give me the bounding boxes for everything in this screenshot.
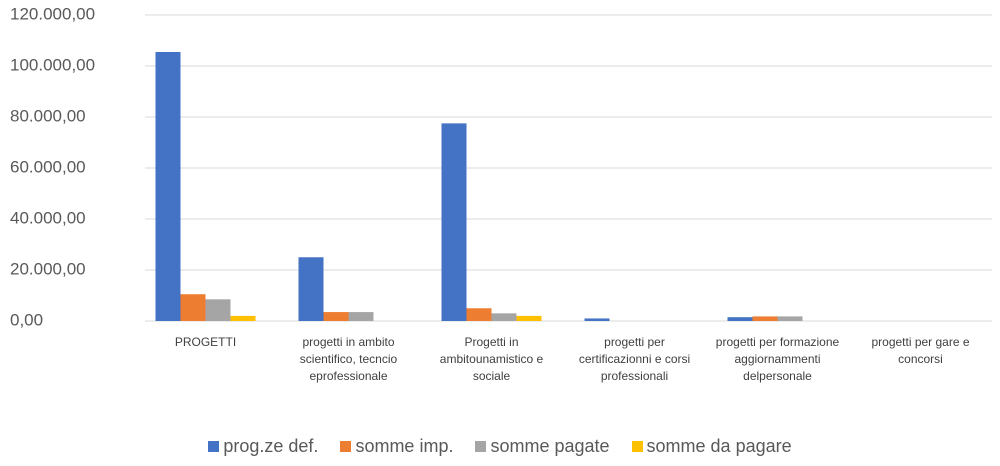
bar <box>155 51 181 321</box>
legend-label: somme da pagare <box>646 436 792 456</box>
bar <box>727 317 753 321</box>
bar <box>491 313 517 321</box>
bar <box>752 316 778 321</box>
y-tick-label: 100.000,00 <box>10 55 95 74</box>
y-tick-label: 0,00 <box>10 310 43 329</box>
bar <box>466 308 492 321</box>
y-tick-label: 120.000,00 <box>10 4 95 23</box>
legend-item: somme imp. <box>340 436 453 457</box>
x-tick-label: PROGETTI <box>174 335 237 349</box>
x-tick-label: progetti per certificazionni e corsi pro… <box>578 335 691 383</box>
bar <box>205 299 231 321</box>
bar <box>348 312 374 321</box>
legend-swatch <box>475 441 487 452</box>
x-tick-label: Progetti in ambitounamistico e sociale <box>439 335 544 383</box>
bar <box>323 312 349 321</box>
legend-swatch <box>208 441 220 452</box>
x-tick-label: progetti in ambito scientifico, tecncio … <box>299 335 398 383</box>
y-tick-label: 60.000,00 <box>10 157 86 176</box>
x-tick-label: progetti per formazione aggiornammenti d… <box>715 335 840 383</box>
y-tick-label: 80.000,00 <box>10 106 86 125</box>
legend: prog.ze def. somme imp. somme pagate somme … <box>0 436 1000 457</box>
bar <box>298 257 324 321</box>
legend-item: somme pagate <box>475 436 610 457</box>
bar <box>230 315 256 321</box>
legend-swatch <box>340 441 352 452</box>
y-tick-label: 40.000,00 <box>10 208 86 227</box>
bar <box>516 315 542 321</box>
bar <box>584 318 610 321</box>
legend-item: prog.ze def. <box>208 436 318 457</box>
legend-label: somme imp. <box>355 436 454 456</box>
x-tick-label: progetti per gare e concorsi <box>871 335 970 366</box>
legend-item: somme da pagare <box>631 436 792 457</box>
bar <box>441 123 467 321</box>
legend-label: prog.ze def. <box>223 436 319 456</box>
y-tick-label: 20.000,00 <box>10 259 86 278</box>
legend-swatch <box>631 441 643 452</box>
bar <box>777 316 803 321</box>
bar <box>180 294 206 321</box>
legend-label: somme pagate <box>490 436 610 456</box>
